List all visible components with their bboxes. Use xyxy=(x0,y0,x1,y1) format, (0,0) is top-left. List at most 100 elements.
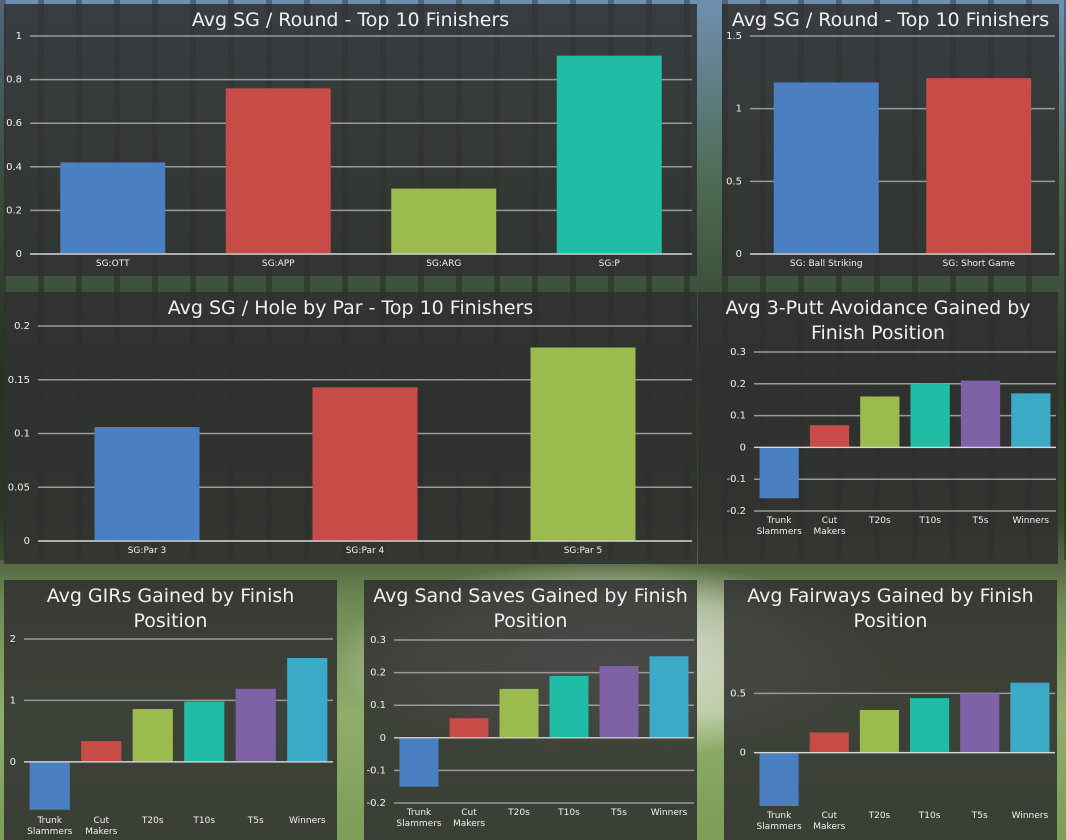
y-tick-label: 0.5 xyxy=(730,688,746,699)
bar xyxy=(859,709,899,753)
y-tick-label: 0.6 xyxy=(6,118,22,129)
bar xyxy=(649,656,689,738)
bar xyxy=(926,78,1032,254)
bar xyxy=(860,396,900,448)
x-tick-label: Winners xyxy=(1012,811,1049,821)
x-tick-label: T20s xyxy=(507,808,530,818)
chart-title: Avg Sand Saves Gained by Finish Position xyxy=(373,585,688,632)
bar xyxy=(759,447,799,499)
x-tick-label: T20s xyxy=(141,816,164,826)
y-tick-label: 0 xyxy=(736,249,742,260)
bar xyxy=(1011,393,1051,448)
y-tick-label: 0.4 xyxy=(6,162,22,173)
y-tick-label: 0.3 xyxy=(730,347,746,358)
x-tick-label: T5s xyxy=(247,816,264,826)
x-tick-label: Winners xyxy=(651,808,688,818)
chart-title: Avg GIRs Gained by Finish Position xyxy=(46,585,295,632)
bar xyxy=(94,427,200,541)
x-tick-label: Trunk Slammers xyxy=(396,808,442,829)
y-tick-label: 0.2 xyxy=(370,668,386,679)
x-tick-label: T10s xyxy=(192,816,215,826)
x-tick-label: Trunk Slammers xyxy=(757,516,803,537)
x-tick-label: Cut Makers xyxy=(813,811,845,832)
bar xyxy=(599,666,639,738)
x-tick-label: T5s xyxy=(972,516,989,526)
chart-panel-3putt-avoidance: Avg 3-Putt Avoidance Gained by Finish Po… xyxy=(698,292,1058,564)
x-tick-label: SG:Par 3 xyxy=(128,546,167,556)
x-tick-label: T20s xyxy=(868,516,891,526)
x-tick-label: SG:ARG xyxy=(426,259,461,269)
chart-panel-sg-hole-by-par: Avg SG / Hole by Par - Top 10 Finishers … xyxy=(4,292,697,564)
bar xyxy=(225,88,331,254)
bar xyxy=(530,347,636,541)
chart-panel-sand-saves-gained: Avg Sand Saves Gained by Finish Position… xyxy=(364,580,697,840)
y-tick-label: 0.2 xyxy=(6,205,22,216)
chart-svg: -0.2 -0.1 0 0.1 0.2 0.3 Trunk Slammers Cut Makers… xyxy=(726,347,1056,537)
bar xyxy=(287,658,328,762)
x-tick-label: Winners xyxy=(1013,516,1050,526)
bar xyxy=(81,740,122,762)
chart-title: Avg Fairways Gained by Finish Position xyxy=(747,585,1034,632)
chart-svg: -0.2 -0.1 0 0.1 0.2 0.3 Trunk Slammers Cut Makers… xyxy=(366,635,694,829)
x-tick-label: T10s xyxy=(918,516,941,526)
y-tick-label: 0 xyxy=(10,757,16,768)
x-tick-label: SG: Short Game xyxy=(943,259,1016,269)
y-tick-label: 0.1 xyxy=(14,429,30,440)
x-tick-label: T10s xyxy=(557,808,580,818)
y-tick-label: 1.5 xyxy=(726,31,742,42)
x-tick-label: SG:APP xyxy=(262,259,295,269)
x-tick-label: Cut Makers xyxy=(85,816,117,837)
bar xyxy=(960,693,1000,753)
y-tick-label: 0.1 xyxy=(370,700,386,711)
bar xyxy=(809,425,850,448)
chart-title: Avg 3-Putt Avoidance Gained by Finish Po… xyxy=(725,297,1031,344)
chart-panel-fairways-gained: Avg Fairways Gained by Finish Position 0… xyxy=(724,580,1057,840)
bar xyxy=(184,701,225,762)
chart-svg: 0 0.05 0.1 0.15 0.2 SG:Par 3 SG:Par 4 SG:Par 5 xyxy=(8,321,692,556)
bar xyxy=(759,752,799,806)
x-tick-label: Trunk Slammers xyxy=(756,811,802,832)
x-tick-label: T10s xyxy=(918,811,941,821)
y-tick-label: 0.2 xyxy=(14,321,30,332)
bar xyxy=(960,380,1001,448)
x-tick-label: Trunk Slammers xyxy=(27,816,73,837)
bar xyxy=(556,55,662,255)
x-tick-label: SG:P xyxy=(599,259,621,269)
bar xyxy=(312,387,418,541)
x-tick-label: SG:Par 4 xyxy=(346,546,385,556)
chart-title: Avg SG / Hole by Par - Top 10 Finishers xyxy=(167,297,534,319)
x-tick-label: Cut Makers xyxy=(813,516,845,537)
x-tick-label: Cut Makers xyxy=(453,808,485,829)
y-tick-label: 0.2 xyxy=(730,379,746,390)
bar xyxy=(809,732,849,753)
bar xyxy=(1010,682,1050,753)
y-tick-label: 0 xyxy=(24,536,30,547)
bar xyxy=(449,718,489,738)
y-tick-label: 1 xyxy=(736,104,742,115)
x-tick-label: Winners xyxy=(289,816,326,826)
y-tick-label: 0 xyxy=(740,442,746,453)
y-tick-label: 0 xyxy=(16,249,22,260)
y-tick-label: 2 xyxy=(10,634,16,645)
y-tick-label: 0 xyxy=(380,733,386,744)
bar xyxy=(910,698,950,753)
y-tick-label: -0.2 xyxy=(366,798,386,809)
bar xyxy=(910,383,950,448)
chart-panel-sg-round-categories: Avg SG / Round - Top 10 Finishers 0 0.2 0.… xyxy=(4,4,697,276)
chart-title: Avg SG / Round - Top 10 Finishers xyxy=(191,9,510,31)
y-tick-label: 0.8 xyxy=(6,75,22,86)
bar xyxy=(132,709,173,762)
bar xyxy=(499,688,539,738)
chart-panel-girs-gained: Avg GIRs Gained by Finish Position 0 1 2 Tr… xyxy=(4,580,337,840)
x-tick-label: T20s xyxy=(868,811,891,821)
bar xyxy=(773,82,879,254)
y-tick-label: 1 xyxy=(10,695,16,706)
chart-svg: 0 0.2 0.4 0.6 0.8 1 SG:OTT SG:APP SG:ARG SG:P xyxy=(6,31,692,269)
x-tick-label: T5s xyxy=(971,811,988,821)
x-tick-label: SG: Ball Striking xyxy=(790,259,863,269)
chart-title: Avg SG / Round - Top 10 Finishers xyxy=(731,9,1050,31)
y-tick-label: -0.1 xyxy=(366,765,386,776)
chart-svg: 0 0.5 1 1.5 SG: Ball Striking SG: Short Game xyxy=(726,31,1055,269)
y-tick-label: 0.15 xyxy=(8,375,30,386)
chart-svg: 0 0.5 Trunk Slammers Cut Makers T20s T10s T5s Win… xyxy=(730,682,1055,832)
